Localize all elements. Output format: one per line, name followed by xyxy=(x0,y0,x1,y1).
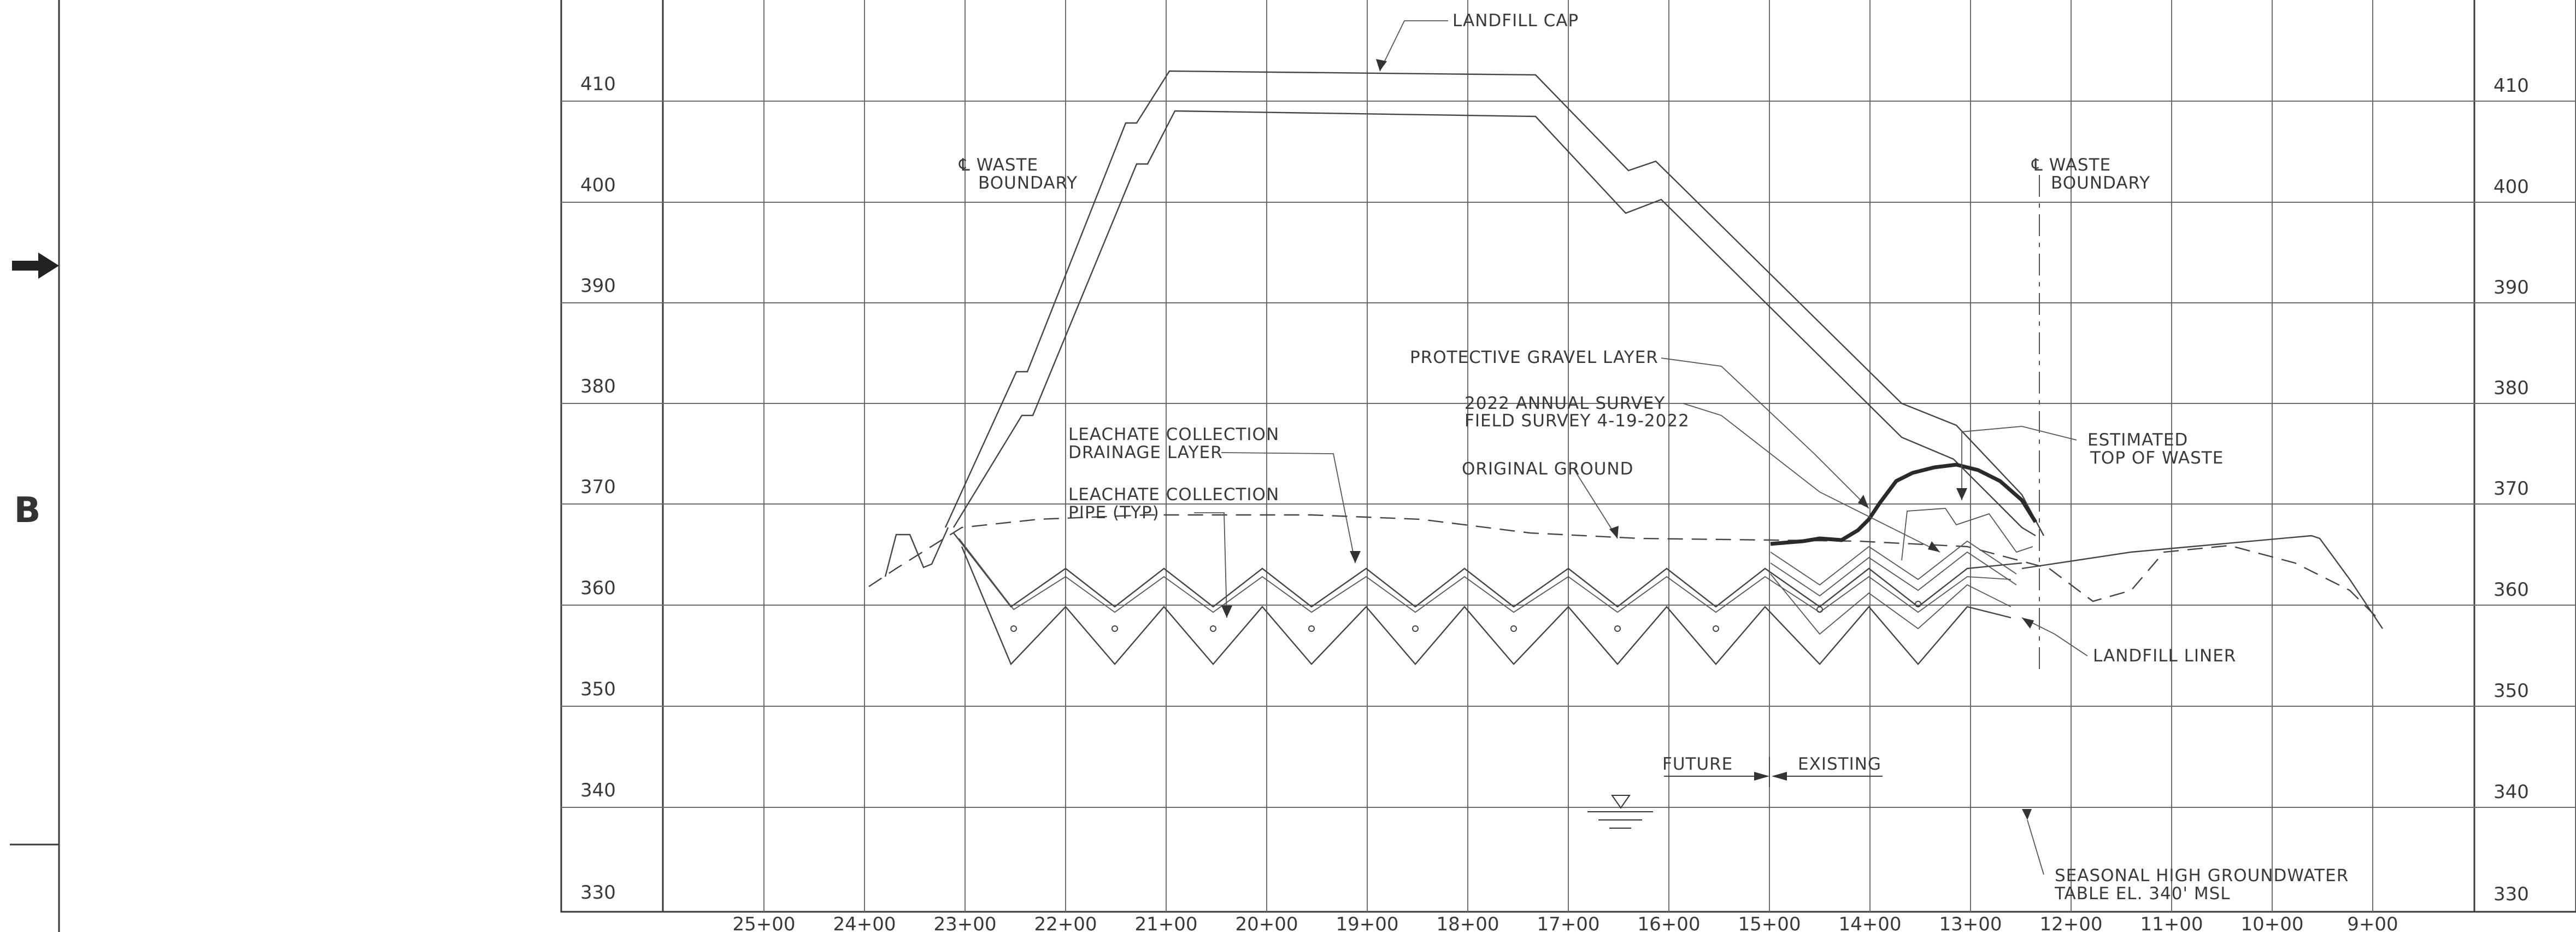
elevation-tick-label: 410 xyxy=(2493,75,2529,97)
waste-boundary-right-label-2: BOUNDARY xyxy=(2051,173,2150,193)
elevation-tick-label: 360 xyxy=(2493,579,2529,601)
station-tick-label: 16+00 xyxy=(1637,913,1700,932)
right-elevation-labels: 410 400 390 380 370 360 350 340 330 xyxy=(2493,75,2529,905)
water-table-icon xyxy=(1587,795,1653,829)
arrow-right-icon xyxy=(12,253,59,279)
leader-arrowheads xyxy=(1221,59,2034,820)
waste-boundary-right-label: ℄ WASTE xyxy=(2031,155,2111,175)
elevation-tick-label: 400 xyxy=(2493,176,2529,198)
station-tick-label: 22+00 xyxy=(1034,913,1097,932)
station-tick-label: 10+00 xyxy=(2240,913,2303,932)
existing-label: EXISTING xyxy=(1798,754,1881,774)
station-tick-label: 23+00 xyxy=(933,913,996,932)
station-tick-label: 19+00 xyxy=(1336,913,1398,932)
station-tick-label: 14+00 xyxy=(1838,913,1901,932)
landfill-liner-lower xyxy=(961,546,2012,666)
survey-label: 2022 ANNUAL SURVEY xyxy=(1465,394,1665,413)
left-elevation-labels: 410 400 390 380 370 360 350 340 330 xyxy=(580,73,616,904)
station-tick-label: 25+00 xyxy=(732,913,795,932)
station-tick-label: 13+00 xyxy=(1939,913,2002,932)
estimated-top-of-waste xyxy=(1901,508,2033,561)
landfill-cap-outer xyxy=(944,70,2045,536)
elevation-tick-label: 370 xyxy=(2493,478,2529,500)
elevation-tick-label: 340 xyxy=(2493,781,2529,803)
elevation-tick-label: 370 xyxy=(580,476,616,498)
elevation-tick-label: 400 xyxy=(580,174,616,196)
estimated-top-of-waste-label: ESTIMATED xyxy=(2087,430,2188,450)
leachate-pipe-label-2: PIPE (TYP) xyxy=(1068,503,1160,523)
station-tick-label: 17+00 xyxy=(1537,913,1599,932)
elevation-tick-label: 410 xyxy=(580,73,616,95)
future-label: FUTURE xyxy=(1662,754,1733,774)
drainage-layer-label: LEACHATE COLLECTION xyxy=(1068,425,1279,444)
station-tick-label: 18+00 xyxy=(1436,913,1499,932)
elevation-tick-label: 330 xyxy=(580,882,616,904)
future-existing-markers xyxy=(1664,757,1883,787)
groundwater-label: SEASONAL HIGH GROUNDWATER xyxy=(2055,866,2349,886)
elevation-tick-label: 350 xyxy=(580,678,616,700)
elevation-tick-label: 380 xyxy=(2493,377,2529,399)
protective-gravel-label: PROTECTIVE GRAVEL LAYER xyxy=(1410,348,1658,367)
waste-boundary-left-label-2: BOUNDARY xyxy=(978,173,1078,193)
elevation-tick-label: 340 xyxy=(580,779,616,801)
station-tick-label: 15+00 xyxy=(1738,913,1801,932)
landfill-liner-upper xyxy=(953,532,2022,608)
ground-right-line xyxy=(2021,535,2383,629)
groundwater-label-2: TABLE EL. 340' MSL xyxy=(2054,884,2231,904)
dike-left-line xyxy=(884,527,949,577)
elevation-tick-label: 350 xyxy=(2493,680,2529,702)
existing-cell-liner xyxy=(1770,540,2017,635)
landfill-liner-label: LANDFILL LINER xyxy=(2093,646,2236,666)
station-tick-label: 9+00 xyxy=(2347,913,2398,932)
landfill-cap-inner xyxy=(952,110,2036,537)
elevation-tick-label: 360 xyxy=(580,577,616,599)
elevation-tick-label: 330 xyxy=(2493,883,2529,905)
station-tick-label: 20+00 xyxy=(1235,913,1298,932)
station-labels: 25+00 24+00 23+00 22+00 21+00 20+00 19+0… xyxy=(732,913,2398,932)
estimated-top-of-waste-label-2: TOP OF WASTE xyxy=(2090,448,2224,468)
survey-2022-line xyxy=(1770,462,2037,546)
station-tick-label: 12+00 xyxy=(2039,913,2102,932)
drainage-layer-label-2: DRAINAGE LAYER xyxy=(1068,443,1223,462)
landfill-liner-middle xyxy=(958,538,2012,613)
leachate-pipes xyxy=(1010,601,1921,632)
elevation-tick-label: 390 xyxy=(580,275,616,297)
station-tick-label: 11+00 xyxy=(2140,913,2203,932)
grid-vertical xyxy=(763,0,2373,912)
station-tick-label: 21+00 xyxy=(1134,913,1197,932)
survey-label-2: FIELD SURVEY 4-19-2022 xyxy=(1465,411,1690,431)
station-tick-label: 24+00 xyxy=(833,913,896,932)
original-ground-label: ORIGINAL GROUND xyxy=(1462,459,1633,479)
elevation-tick-label: 380 xyxy=(580,376,616,397)
annotation-leaders xyxy=(1194,20,2088,875)
waste-boundary-left-label: ℄ WASTE xyxy=(958,155,1038,175)
leachate-pipe-label: LEACHATE COLLECTION xyxy=(1068,485,1279,505)
section-letter: B xyxy=(14,490,41,531)
elevation-tick-label: 390 xyxy=(2493,277,2529,298)
landfill-cap-label: LANDFILL CAP xyxy=(1452,11,1579,31)
